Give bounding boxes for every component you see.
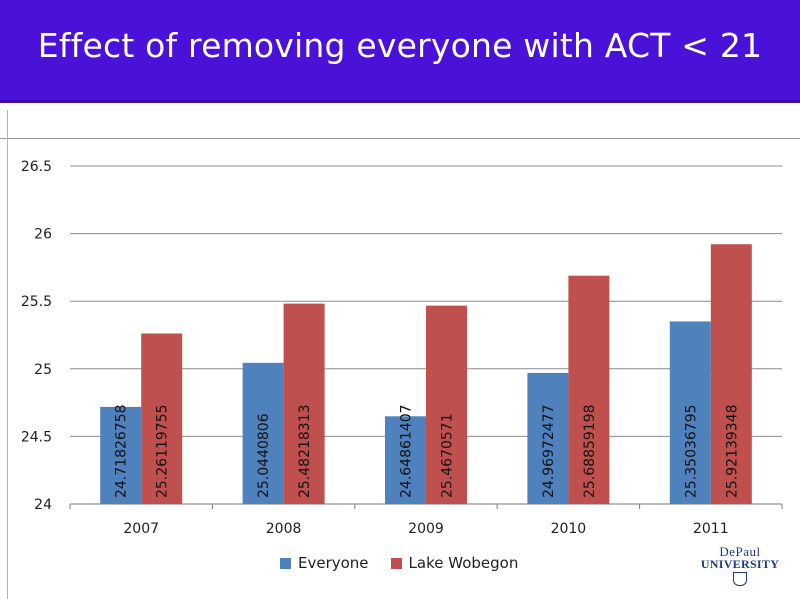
y-tick-label: 24 bbox=[34, 497, 52, 513]
legend-item-everyone: Everyone bbox=[280, 554, 369, 572]
bar-lake-wobegon bbox=[710, 244, 752, 504]
legend-label-lake-wobegon: Lake Wobegon bbox=[408, 554, 519, 572]
legend: Everyone Lake Wobegon bbox=[280, 553, 518, 573]
data-label: 25.26119755 bbox=[155, 404, 171, 498]
x-tick-label: 2008 bbox=[266, 521, 302, 537]
bar-lake-wobegon bbox=[568, 275, 610, 504]
x-tick-label: 2010 bbox=[551, 521, 587, 537]
bar-lake-wobegon bbox=[426, 305, 467, 504]
data-label: 25.48218313 bbox=[297, 404, 313, 498]
y-tick-label: 25.5 bbox=[21, 294, 52, 310]
x-tick-label: 2009 bbox=[408, 521, 444, 537]
top-divider bbox=[0, 138, 800, 139]
bar-everyone bbox=[527, 372, 569, 504]
slide-title: Effect of removing everyone with ACT < 2… bbox=[37, 26, 763, 65]
bar-everyone bbox=[100, 406, 142, 504]
x-tick-label: 2011 bbox=[693, 521, 729, 537]
data-label: 24.96972477 bbox=[541, 404, 557, 498]
data-label: 25.68859198 bbox=[582, 404, 598, 498]
bar-lake-wobegon bbox=[141, 333, 183, 504]
data-label: 24.64861407 bbox=[399, 404, 415, 498]
x-tick-label: 2007 bbox=[123, 521, 159, 537]
legend-swatch-lake-wobegon bbox=[390, 557, 402, 569]
title-bar: Effect of removing everyone with ACT < 2… bbox=[0, 0, 800, 103]
bar-everyone bbox=[385, 416, 426, 504]
data-label: 25.35036795 bbox=[683, 404, 699, 498]
data-label: 25.0440806 bbox=[256, 413, 272, 498]
bar-everyone bbox=[242, 362, 284, 504]
data-label: 25.92139348 bbox=[724, 404, 740, 498]
legend-swatch-everyone bbox=[280, 557, 291, 569]
data-label: 24.71826758 bbox=[114, 404, 130, 498]
y-tick-label: 26.5 bbox=[21, 159, 52, 175]
legend-label-everyone: Everyone bbox=[298, 554, 369, 572]
bar-lake-wobegon bbox=[283, 303, 325, 504]
y-tick-label: 25 bbox=[34, 362, 52, 378]
logo-crest-icon bbox=[733, 572, 747, 586]
left-divider bbox=[7, 110, 8, 599]
depaul-logo: DePaul UNIVERSITY bbox=[700, 545, 780, 593]
logo-line-2: UNIVERSITY bbox=[700, 557, 780, 571]
y-tick-label: 24.5 bbox=[21, 429, 52, 445]
y-tick-label: 26 bbox=[34, 227, 52, 243]
bar-everyone bbox=[669, 321, 711, 504]
legend-item-lake-wobegon: Lake Wobegon bbox=[390, 554, 519, 572]
logo-line-1: DePaul bbox=[719, 544, 761, 559]
data-label: 25.4670571 bbox=[440, 413, 456, 498]
